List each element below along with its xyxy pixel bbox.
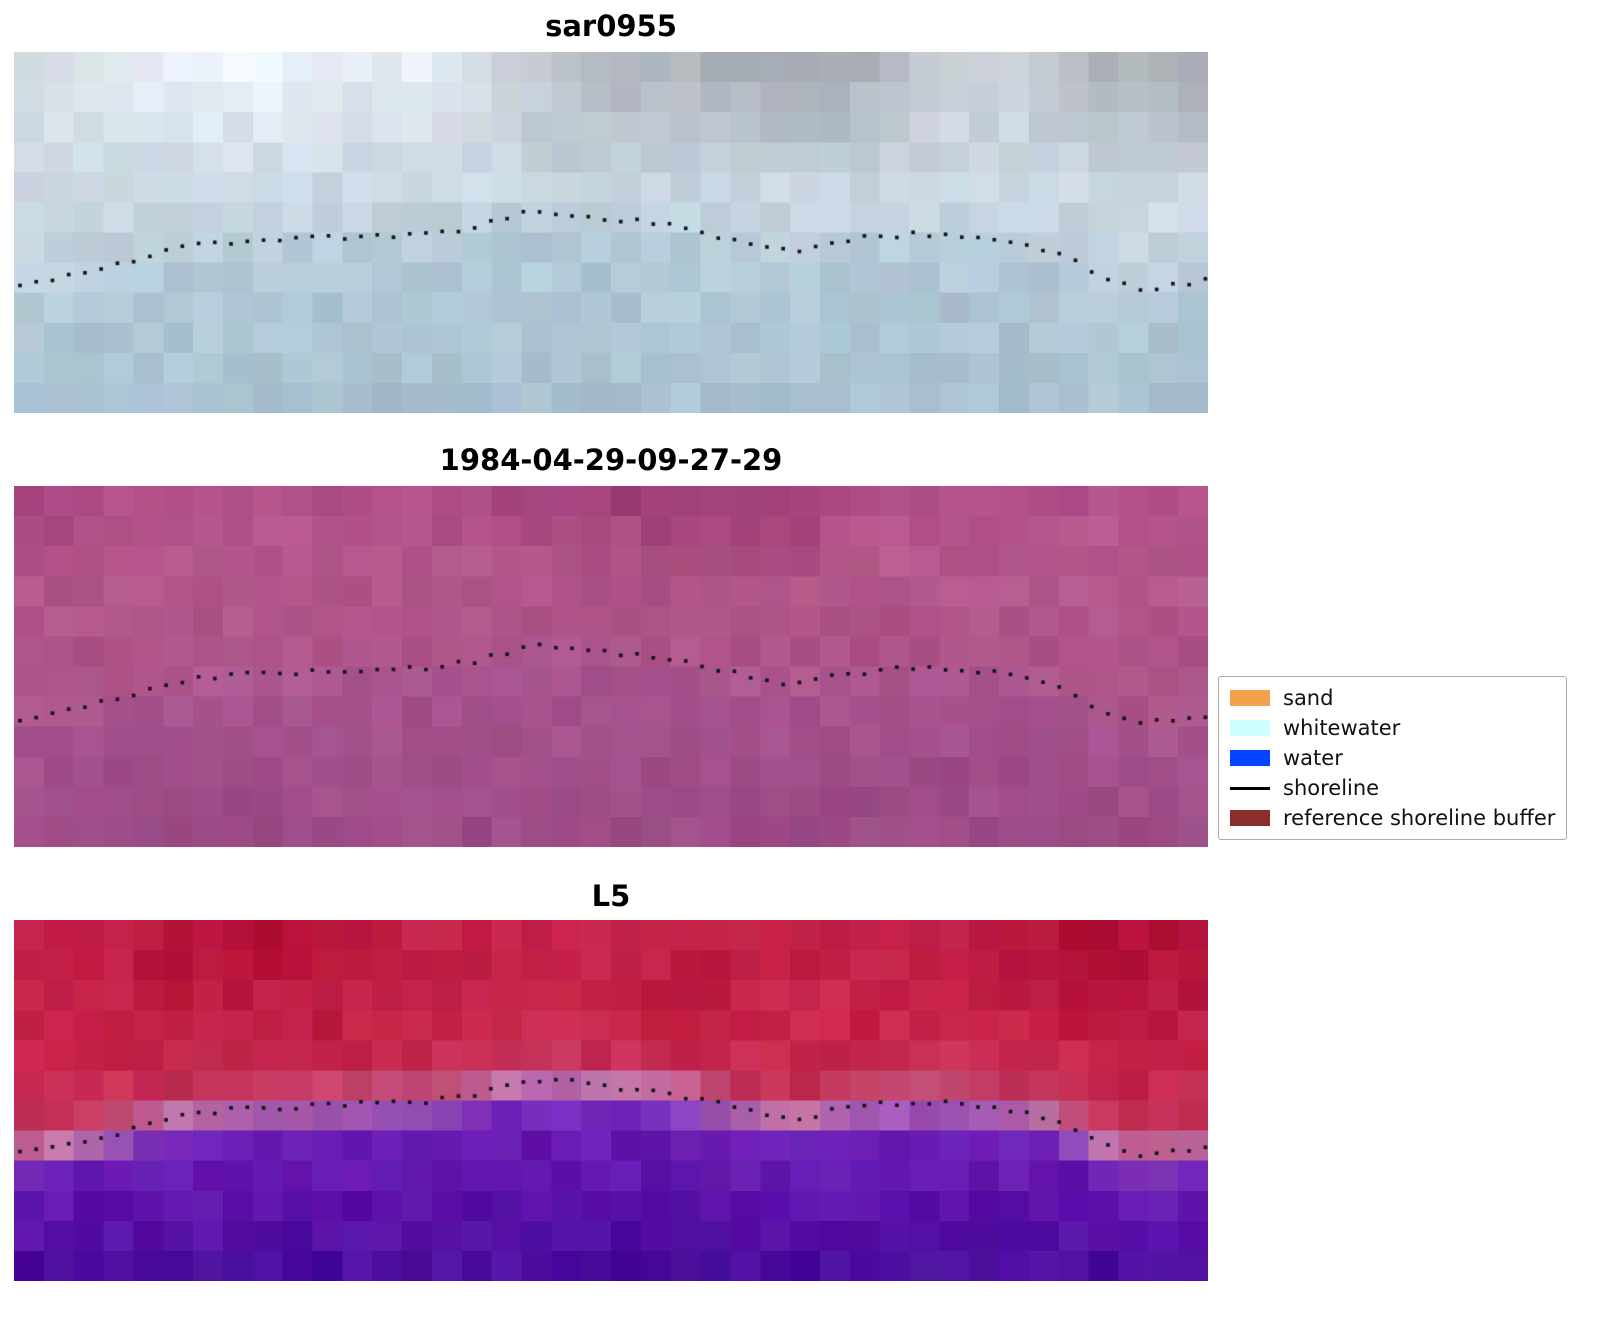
panel-title-l5: L5 bbox=[591, 879, 631, 913]
legend-label: sand bbox=[1283, 686, 1334, 710]
shoreline-dots-overlay bbox=[14, 920, 1208, 1281]
water-color-swatch bbox=[1230, 750, 1270, 766]
panel-sar0955 bbox=[14, 52, 1208, 413]
legend-label: shoreline bbox=[1283, 776, 1380, 800]
legend: sand whitewater water shoreline referenc… bbox=[1218, 676, 1568, 840]
legend-item-whitewater: whitewater bbox=[1230, 715, 1555, 741]
shoreline-dots-overlay bbox=[14, 52, 1208, 413]
panel-1984-04-29-09-27-29 bbox=[14, 486, 1208, 847]
legend-item-water: water bbox=[1230, 745, 1555, 771]
legend-item-sand: sand bbox=[1230, 685, 1555, 711]
legend-item-reference-shoreline-buffer: reference shoreline buffer bbox=[1230, 805, 1555, 831]
shoreline-dots-overlay bbox=[14, 486, 1208, 847]
sand-color-swatch bbox=[1230, 690, 1270, 706]
panel-title-sar0955: sar0955 bbox=[545, 9, 677, 43]
legend-label: reference shoreline buffer bbox=[1283, 806, 1556, 830]
panel-l5 bbox=[14, 920, 1208, 1281]
legend-label: whitewater bbox=[1283, 716, 1401, 740]
whitewater-color-swatch bbox=[1230, 720, 1270, 736]
reference-shoreline-buffer-color-swatch bbox=[1230, 810, 1270, 826]
shoreline-line-swatch bbox=[1230, 786, 1270, 790]
legend-item-shoreline: shoreline bbox=[1230, 775, 1555, 801]
panel-title-1984-04-29-09-27-29: 1984-04-29-09-27-29 bbox=[439, 443, 783, 477]
legend-label: water bbox=[1283, 746, 1343, 770]
